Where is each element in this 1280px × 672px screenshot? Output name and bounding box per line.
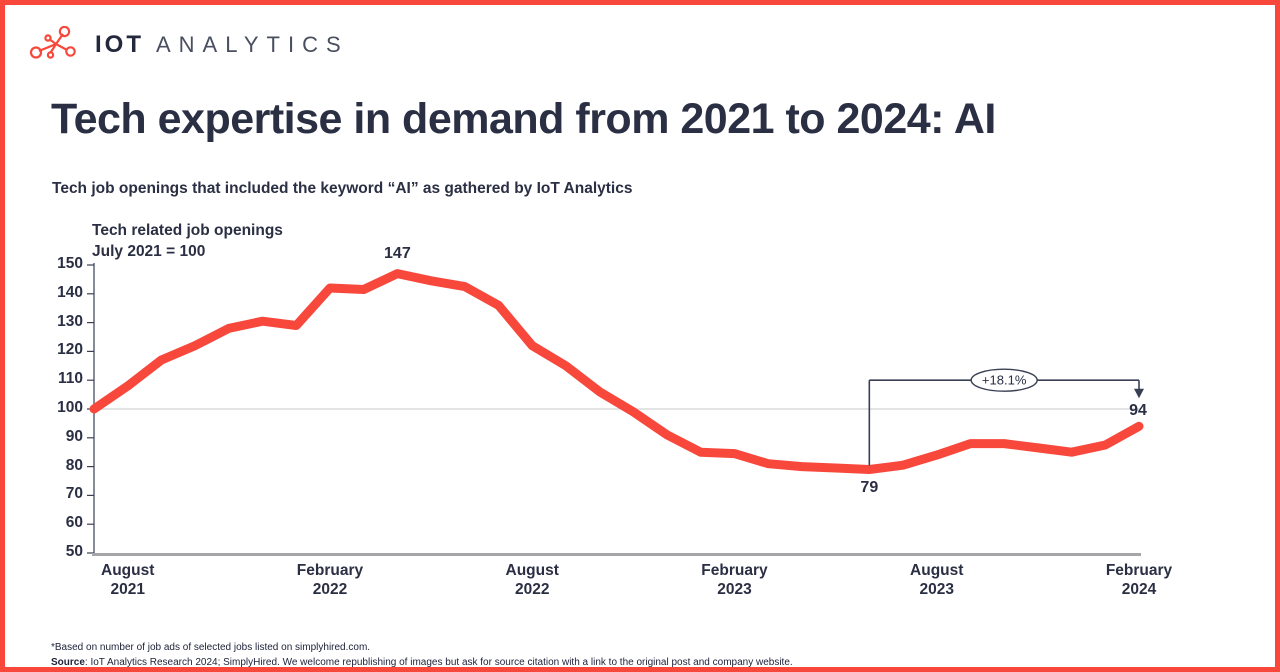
logo-text-iot: IOT — [95, 31, 144, 58]
x-tick-label: February 2023 — [701, 562, 768, 598]
y-axis-note: Tech related job openings July 2021 = 10… — [92, 220, 283, 262]
footnote-source-text: : IoT Analytics Research 2024; SimplyHir… — [84, 656, 793, 668]
data-line-series — [89, 269, 1144, 474]
y-tick-label: 110 — [57, 370, 83, 388]
x-tick-label: August 2023 — [910, 562, 964, 598]
x-tick-label: August 2022 — [505, 562, 559, 598]
footnote-source-label: Source — [51, 656, 85, 668]
y-tick-label: 70 — [65, 485, 83, 503]
annotation-percent-label: +18.1% — [981, 372, 1027, 388]
page-title: Tech expertise in demand from 2021 to 20… — [51, 95, 996, 143]
chart-subtitle: Tech job openings that included the keyw… — [52, 180, 633, 197]
iot-analytics-network-icon — [29, 26, 76, 59]
y-tick-label: 100 — [57, 399, 83, 416]
x-tick-label: February 2024 — [1105, 562, 1173, 598]
logo-text-analytics: ANALYTICS — [156, 32, 349, 57]
y-axis-note-line1: Tech related job openings — [92, 222, 283, 239]
data-label-79: 79 — [860, 479, 879, 497]
y-tick-label: 130 — [57, 312, 83, 330]
y-tick-label: 150 — [57, 255, 83, 272]
y-tick-label: 50 — [65, 543, 83, 560]
y-axis-note-line2: July 2021 = 100 — [92, 243, 206, 260]
data-label-94: 94 — [1129, 402, 1147, 420]
x-tick-label: February 2022 — [296, 562, 364, 598]
footnote-source: Source: IoT Analytics Research 2024; Sim… — [51, 656, 793, 668]
footnote-asterisk: *Based on number of job ads of selected … — [51, 642, 371, 653]
y-tick-label: 120 — [57, 341, 83, 359]
y-tick-label: 140 — [57, 283, 83, 301]
y-tick-label: 80 — [65, 456, 83, 474]
data-label-147: 147 — [384, 244, 411, 262]
x-tick-label: August 2021 — [101, 562, 155, 598]
annotation-arrowhead-icon — [1134, 388, 1144, 399]
y-tick-label: 90 — [65, 427, 83, 445]
iot-analytics-logo: IOT ANALYTICS — [29, 26, 349, 64]
y-tick-label: 60 — [65, 514, 83, 532]
footnotes: *Based on number of job ads of selected … — [51, 641, 793, 668]
